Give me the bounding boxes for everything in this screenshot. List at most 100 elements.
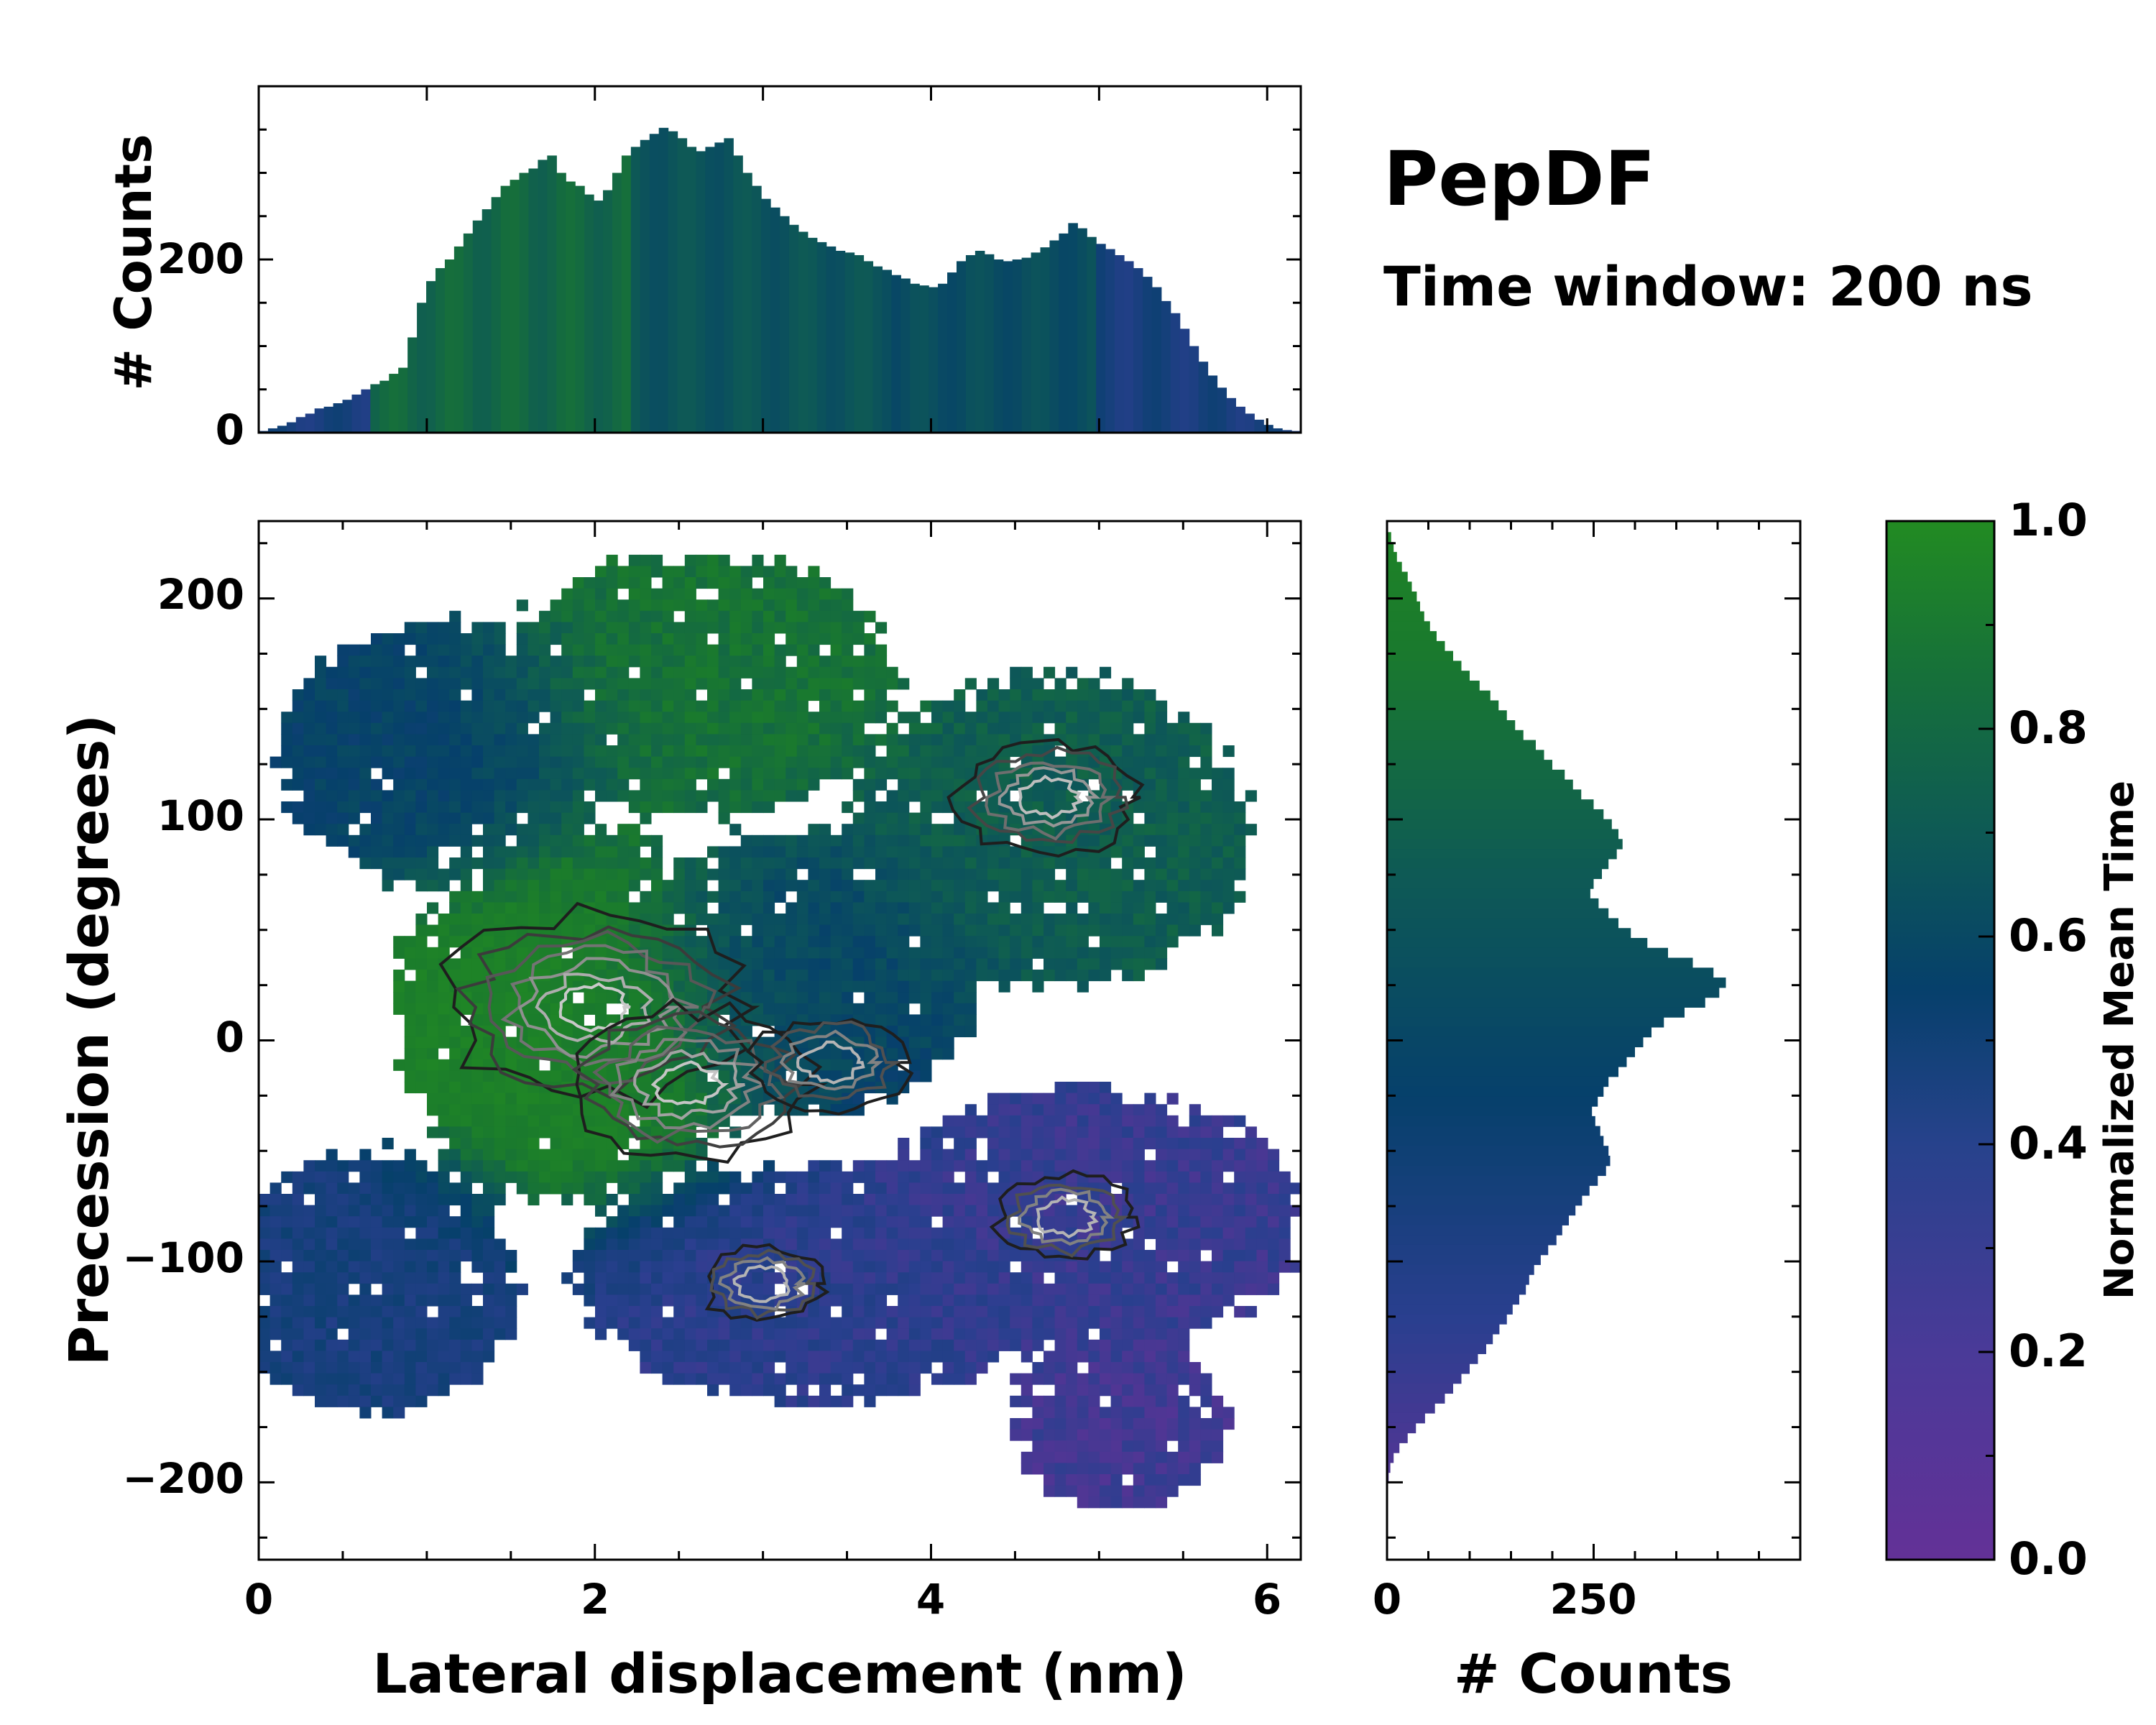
heatmap-cell xyxy=(595,666,607,678)
heatmap-cell xyxy=(628,1317,640,1329)
heatmap-cell xyxy=(774,768,786,780)
heatmap-cell xyxy=(303,700,315,712)
heatmap-cell xyxy=(460,1126,472,1138)
heatmap-cell xyxy=(259,1351,271,1363)
heatmap-cell xyxy=(718,656,730,668)
heatmap-cell xyxy=(606,857,618,870)
heatmap-cell xyxy=(886,868,898,880)
heatmap-cell xyxy=(1021,790,1033,802)
top-hist-bar xyxy=(1161,300,1171,433)
heatmap-cell xyxy=(662,700,674,712)
heatmap-cell xyxy=(561,734,573,746)
heatmap-cell xyxy=(606,566,618,578)
heatmap-cell xyxy=(550,790,562,802)
heatmap-cell xyxy=(1010,700,1022,712)
heatmap-cell xyxy=(707,958,719,970)
heatmap-cell xyxy=(786,1362,798,1374)
heatmap-cell xyxy=(964,947,977,959)
heatmap-cell xyxy=(1156,1250,1168,1262)
heatmap-cell xyxy=(471,666,484,678)
heatmap-cell xyxy=(1256,1182,1268,1195)
heatmap-cell xyxy=(595,1250,607,1262)
heatmap-cell xyxy=(976,914,988,926)
heatmap-cell xyxy=(707,1182,719,1195)
heatmap-cell xyxy=(1054,1407,1067,1419)
heatmap-cell xyxy=(696,768,708,780)
heatmap-cell xyxy=(449,1059,461,1071)
heatmap-cell xyxy=(415,1227,428,1239)
heatmap-cell xyxy=(628,554,640,566)
heatmap-cell xyxy=(662,891,674,903)
heatmap-cell xyxy=(505,947,517,959)
heatmap-cell xyxy=(1066,1216,1078,1228)
heatmap-cell xyxy=(729,622,742,634)
heatmap-cell xyxy=(572,644,584,656)
heatmap-cell xyxy=(752,689,764,702)
heatmap-cell xyxy=(684,689,696,702)
heatmap-cell xyxy=(740,936,752,948)
heatmap-cell xyxy=(976,1294,988,1307)
heatmap-cell xyxy=(259,1261,271,1273)
heatmap-cell xyxy=(830,1205,842,1217)
heatmap-cell xyxy=(729,790,742,802)
heatmap-cell xyxy=(471,1160,484,1172)
heatmap-cell xyxy=(898,891,910,903)
heatmap-cell xyxy=(460,958,472,970)
heatmap-cell xyxy=(348,1227,360,1239)
heatmap-cell xyxy=(1166,1160,1179,1172)
heatmap-cell xyxy=(1178,1351,1190,1363)
heatmap-cell xyxy=(1122,1261,1134,1273)
heatmap-cell xyxy=(842,666,854,678)
heatmap-cell xyxy=(404,801,416,814)
heatmap-cell xyxy=(696,745,708,758)
heatmap-cell xyxy=(920,801,932,814)
top-hist-bar xyxy=(835,250,846,433)
heatmap-cell xyxy=(438,756,450,768)
heatmap-cell xyxy=(371,1328,383,1340)
heatmap-cell xyxy=(1189,1384,1201,1397)
heatmap-cell xyxy=(393,1194,405,1206)
heatmap-cell xyxy=(842,1283,854,1295)
heatmap-cell xyxy=(886,834,898,847)
heatmap-cell xyxy=(808,689,820,702)
heatmap-cell xyxy=(494,1149,506,1161)
heatmap-cell xyxy=(1166,824,1179,836)
top-hist-bar xyxy=(305,413,315,433)
heatmap-cell xyxy=(1110,689,1123,702)
heatmap-cell xyxy=(852,1003,865,1015)
heatmap-cell xyxy=(830,834,842,847)
heatmap-cell xyxy=(1144,1429,1156,1441)
heatmap-cell xyxy=(1021,1092,1033,1105)
heatmap-cell xyxy=(1077,970,1089,982)
heatmap-cell xyxy=(628,1205,640,1217)
heatmap-cell xyxy=(1189,1451,1201,1463)
heatmap-cell xyxy=(382,1160,394,1172)
heatmap-cell xyxy=(348,1194,360,1206)
heatmap-cell xyxy=(1032,857,1044,870)
heatmap-cell xyxy=(763,902,775,914)
heatmap-cell xyxy=(303,1238,315,1251)
heatmap-cell xyxy=(1122,722,1134,735)
heatmap-cell xyxy=(427,1283,439,1295)
heatmap-cell xyxy=(449,1104,461,1116)
heatmap-cell xyxy=(393,644,405,656)
heatmap-cell xyxy=(942,970,954,982)
heatmap-cell xyxy=(875,622,888,634)
heatmap-cell xyxy=(819,1048,831,1060)
heatmap-cell xyxy=(796,891,808,903)
heatmap-cell xyxy=(908,947,921,959)
heatmap-cell xyxy=(628,834,640,847)
heatmap-cell xyxy=(427,1194,439,1206)
heatmap-cell xyxy=(786,633,798,645)
heatmap-cell xyxy=(449,970,461,982)
heatmap-cell xyxy=(606,868,618,880)
heatmap-cell xyxy=(1166,857,1179,870)
top-hist-bar xyxy=(575,185,585,433)
heatmap-cell xyxy=(584,801,596,814)
heatmap-cell xyxy=(1088,1339,1100,1351)
heatmap-cell xyxy=(1133,1306,1145,1318)
heatmap-cell xyxy=(606,1048,618,1060)
heatmap-cell xyxy=(572,846,584,858)
heatmap-cell xyxy=(382,1205,394,1217)
heatmap-cell xyxy=(808,745,820,758)
